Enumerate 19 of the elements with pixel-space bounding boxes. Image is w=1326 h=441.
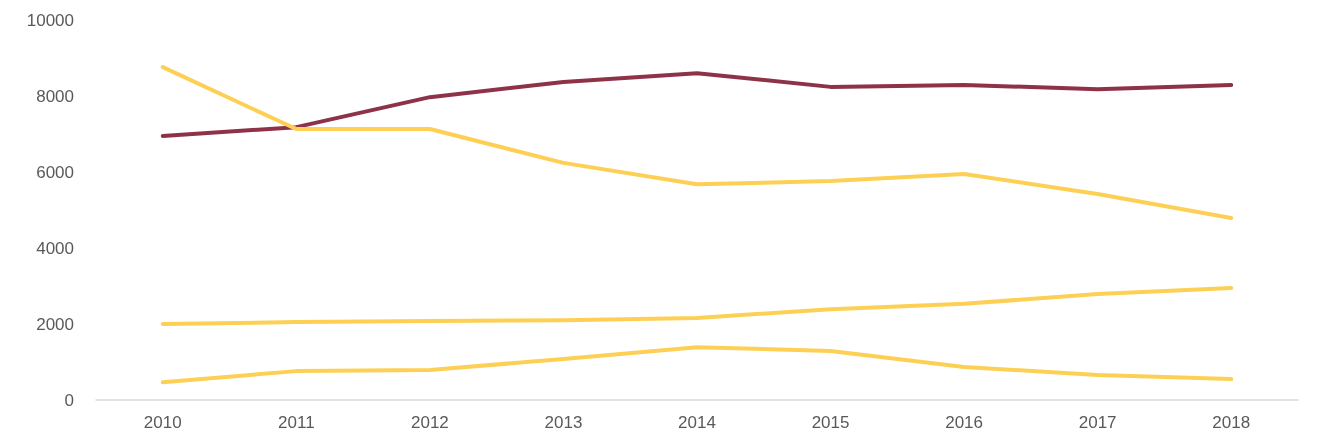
y-tick-label: 10000	[26, 10, 74, 30]
line-series	[160, 285, 1234, 326]
x-tick-label: 2017	[1078, 413, 1117, 432]
x-tick-label: 2015	[811, 413, 850, 432]
line-series	[160, 71, 1234, 138]
y-tick-label: 4000	[36, 238, 74, 258]
x-tick-label: 2018	[1212, 413, 1251, 432]
x-tick-label: 2016	[945, 413, 984, 432]
x-tick-label: 2014	[678, 413, 716, 432]
x-tick-label: 2013	[544, 413, 583, 432]
y-tick-label: 8000	[36, 86, 74, 106]
y-tick-label: 6000	[36, 162, 74, 182]
y-tick-label: 2000	[36, 314, 74, 334]
x-tick-label: 2010	[143, 413, 182, 432]
x-tick-label: 2011	[278, 413, 315, 432]
line-series	[160, 345, 1234, 385]
line-series	[160, 65, 1234, 220]
y-tick-label: 0	[64, 390, 74, 410]
x-tick-label: 2012	[410, 413, 449, 432]
